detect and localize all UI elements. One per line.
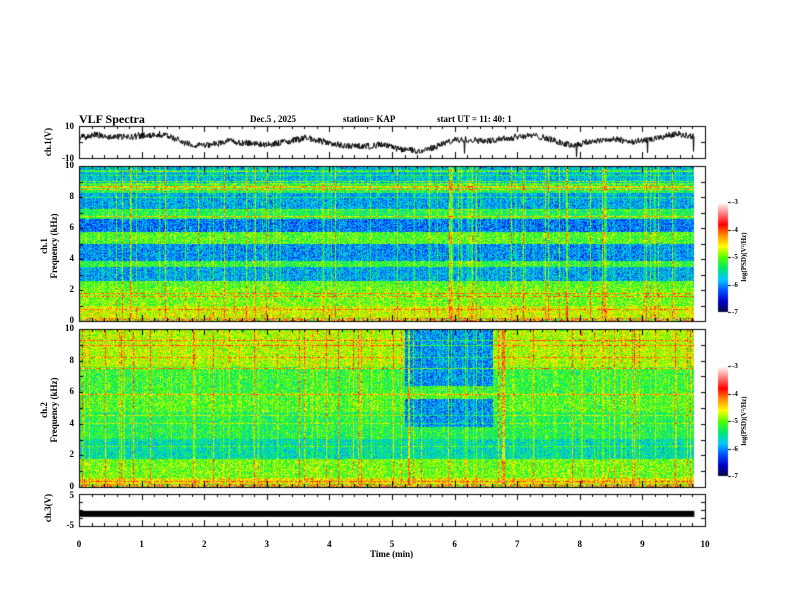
time-xtick: 3 <box>264 539 270 549</box>
time-xtick: 9 <box>640 539 645 549</box>
ch2-spec-ytick: 4 <box>69 417 75 428</box>
date-label: Dec.5 , 2025 <box>250 114 296 124</box>
ch2-spec-ytick: 6 <box>69 386 75 397</box>
ch1-spec-ytick: 10 <box>65 160 74 170</box>
colorbar1-tick: -7 <box>732 308 738 316</box>
colorbar2-tick: -6 <box>732 444 738 453</box>
station-label: station= KAP <box>343 114 396 124</box>
ch2-spec-ylabel-top: ch.2 <box>39 402 49 418</box>
ch1-spec-ytick: 0 <box>69 315 75 325</box>
ch2-spec-ytick: 2 <box>69 449 75 460</box>
time-xtick: 2 <box>201 539 207 549</box>
ch1-ytick: -10 <box>62 153 74 163</box>
colorbar1-tick: -3 <box>732 198 738 206</box>
time-xtick: 4 <box>327 539 332 549</box>
colorbar1-tick: -4 <box>732 225 738 234</box>
ch3-ytick: -5 <box>66 520 75 530</box>
ch1-spec-ytick: 8 <box>69 191 75 201</box>
colorbar2-tick: -5 <box>732 417 738 425</box>
time-xlabel: Time (min) <box>370 549 414 559</box>
ch3-ytick: 5 <box>69 490 75 500</box>
time-xtick: 10 <box>700 539 710 549</box>
ch2-spec-ytick: 0 <box>69 481 75 491</box>
ch2-spec-ytick: 10 <box>65 323 74 333</box>
colorbar2-tick: -4 <box>732 389 738 398</box>
time-xtick: 6 <box>452 539 457 549</box>
colorbar1-label: log(PSD)(V²/Hz) <box>740 232 748 282</box>
colorbar1-tick: -5 <box>732 253 738 261</box>
time-xtick: 1 <box>139 539 144 549</box>
colorbar1-tick: -6 <box>732 280 738 289</box>
ch1-spec-ytick: 2 <box>69 284 75 294</box>
ch1-spec-ytick: 6 <box>69 222 75 232</box>
time-xtick: 0 <box>76 539 82 549</box>
colorbar2-label: log(PSD)(V²/Hz) <box>740 396 748 446</box>
time-xtick: 7 <box>514 539 520 549</box>
figure-title: VLF Spectra <box>79 112 145 126</box>
colorbar2-tick: -3 <box>732 362 738 370</box>
ch1-ytick: 10 <box>65 121 74 131</box>
ch2-spec-ytick: 8 <box>69 354 75 365</box>
ch1-spec-ytick: 4 <box>69 253 75 263</box>
start-time-label: start UT = 11: 40: 1 <box>437 114 512 124</box>
colorbar2-tick: -7 <box>732 472 738 480</box>
time-xtick: 8 <box>577 539 583 549</box>
time-xtick: 5 <box>389 539 395 549</box>
ch1-spec-ylabel-top: ch.1 <box>39 238 49 254</box>
